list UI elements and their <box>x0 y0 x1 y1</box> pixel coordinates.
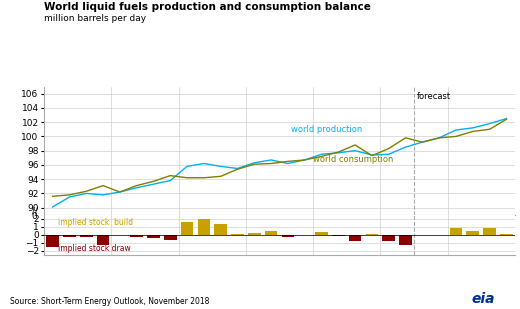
Bar <box>164 235 177 240</box>
Bar <box>399 235 412 245</box>
Bar <box>97 235 109 245</box>
Bar <box>231 234 244 235</box>
Bar <box>131 235 143 237</box>
Bar <box>332 235 345 236</box>
Text: 2013: 2013 <box>67 228 89 237</box>
Bar <box>181 222 193 235</box>
Text: 2019: 2019 <box>470 228 492 237</box>
Text: World liquid fuels production and consumption balance: World liquid fuels production and consum… <box>44 2 371 11</box>
Bar <box>46 235 59 247</box>
Bar <box>214 224 227 235</box>
Bar <box>80 235 93 237</box>
Text: world production: world production <box>291 125 362 134</box>
Bar <box>147 235 160 238</box>
Text: 2018: 2018 <box>402 228 425 237</box>
Bar <box>63 235 76 237</box>
Bar <box>483 228 496 235</box>
Bar <box>198 219 210 235</box>
Text: 2016: 2016 <box>268 228 291 237</box>
Bar <box>382 235 395 241</box>
Bar <box>265 231 277 235</box>
Bar <box>248 233 261 235</box>
Bar <box>450 228 462 235</box>
Text: //: // <box>32 206 37 215</box>
Text: implied stock  build: implied stock build <box>58 218 133 227</box>
Bar <box>349 235 361 241</box>
Bar <box>366 234 378 235</box>
Bar <box>315 232 328 235</box>
Bar <box>500 234 513 235</box>
Bar <box>282 235 294 237</box>
Text: forecast: forecast <box>418 91 451 100</box>
Bar <box>466 231 479 235</box>
Text: 2017: 2017 <box>335 228 358 237</box>
Text: implied stock draw: implied stock draw <box>58 243 131 253</box>
Text: 0: 0 <box>32 213 37 222</box>
Text: 2014: 2014 <box>134 228 157 237</box>
Text: world consumption: world consumption <box>313 154 394 163</box>
Text: eia: eia <box>472 292 496 306</box>
Text: Source: Short-Term Energy Outlook, November 2018: Source: Short-Term Energy Outlook, Novem… <box>10 297 210 306</box>
Text: 2015: 2015 <box>201 228 224 237</box>
Text: million barrels per day: million barrels per day <box>44 14 146 23</box>
